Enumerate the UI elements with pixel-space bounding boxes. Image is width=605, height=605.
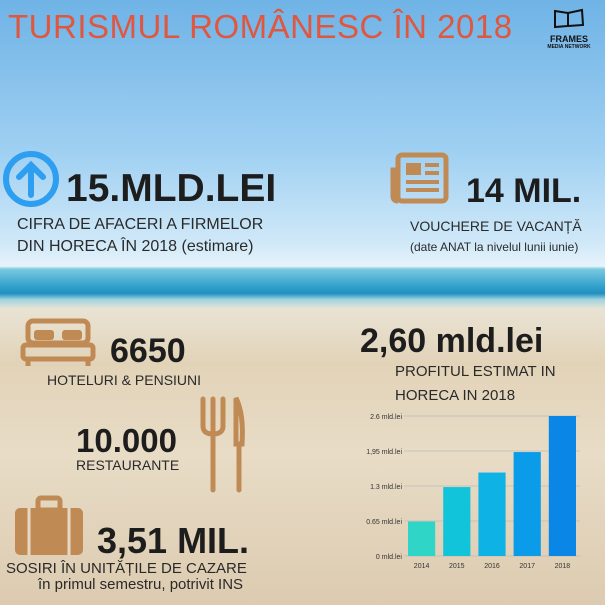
fork-knife-icon <box>200 396 245 493</box>
hotels-label: HOTELURI & PENSIUNI <box>47 372 202 388</box>
label-line: PROFITUL ESTIMAT IN <box>395 363 556 380</box>
vouchers-value: 14 MIL. <box>466 172 582 210</box>
y-tick-label: 2.6 mld.lei <box>370 414 402 421</box>
suitcase-icon <box>15 495 83 555</box>
bar-2018 <box>548 416 576 556</box>
hotels-value: 6650 <box>110 332 186 370</box>
label-line: CIFRA DE AFACERI A FIRMELOR <box>17 216 264 233</box>
page-title: TURISMUL ROMÂNESC ÎN 2018 <box>8 8 513 45</box>
y-tick-label: 1,95 mld.lei <box>366 449 402 456</box>
bar-2016 <box>478 472 506 556</box>
x-tick-label: 2018 <box>555 563 571 570</box>
profit-bar-chart: 0 mld.lei 0.65 mld.lei 1.3 mld.lei 1,95 mld… <box>366 414 580 570</box>
arrivals-note: în primul semestru, potrivit INS <box>38 576 244 593</box>
bar-2014 <box>408 521 436 556</box>
revenue-label: CIFRA DE AFACERI A FIRMELOR DIN HORECA ÎN… <box>17 214 263 258</box>
frames-logo: FRAMES MEDIA NETWORK <box>545 8 593 50</box>
label-line: DIN HORECA ÎN 2018 (estimare) <box>17 238 254 255</box>
vouchers-note: (date ANAT la nivelul lunii iunie) <box>410 240 579 254</box>
x-tick-label: 2016 <box>484 563 500 570</box>
bed-icon <box>20 318 96 366</box>
newspaper-icon <box>390 152 449 204</box>
arrow-up-circle-icon <box>3 151 59 207</box>
revenue-value: 15.MLD.LEI <box>66 167 277 210</box>
vouchers-label: VOUCHERE DE VACANȚĂ <box>410 218 582 234</box>
x-tick-label: 2015 <box>449 563 465 570</box>
y-tick-label: 0 mld.lei <box>376 554 403 561</box>
x-tick-label: 2017 <box>519 563 535 570</box>
y-tick-label: 1.3 mld.lei <box>370 484 402 491</box>
bar-2015 <box>443 487 471 556</box>
arrivals-label: SOSIRI ÎN UNITĂȚILE DE CAZARE <box>6 560 247 577</box>
arrivals-value: 3,51 MIL. <box>97 520 250 561</box>
bar-2017 <box>513 452 541 556</box>
y-tick-label: 0.65 mld.lei <box>366 519 402 526</box>
profit-label: PROFITUL ESTIMAT IN HORECA IN 2018 <box>395 360 556 408</box>
restaurants-value: 10.000 <box>76 422 177 459</box>
restaurants-label: RESTAURANTE <box>76 457 180 473</box>
frames-logo-icon <box>554 8 585 29</box>
label-line: HORECA IN 2018 <box>395 387 516 404</box>
profit-value: 2,60 mld.lei <box>360 322 544 360</box>
x-tick-label: 2014 <box>414 563 430 570</box>
